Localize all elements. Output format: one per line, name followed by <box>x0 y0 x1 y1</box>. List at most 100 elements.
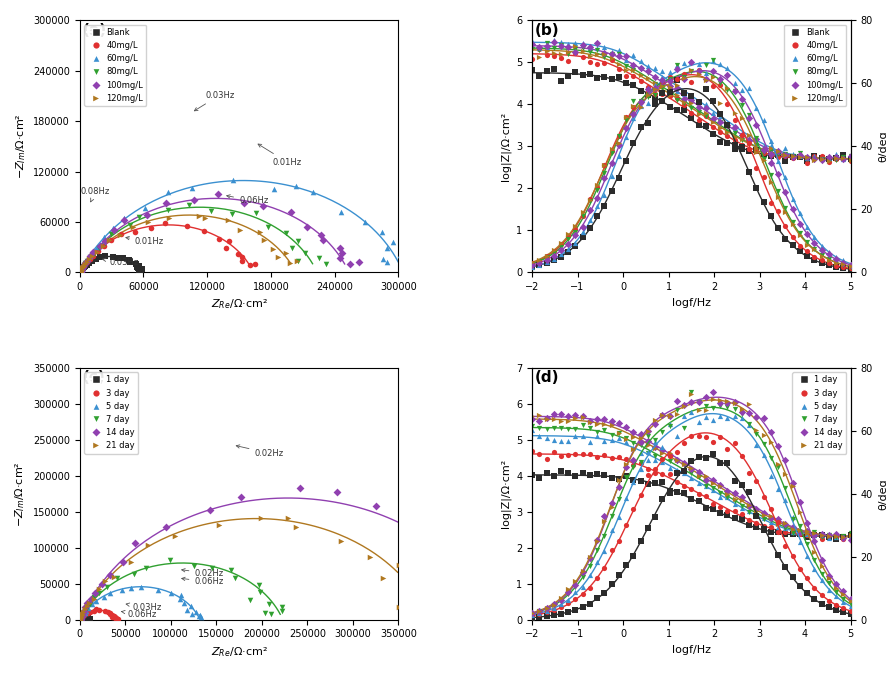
Point <box>713 492 727 503</box>
Point <box>80 601 94 612</box>
Point <box>778 526 792 537</box>
Text: (c): (c) <box>83 370 105 385</box>
Point <box>76 261 90 272</box>
Point <box>124 582 138 593</box>
Point <box>778 518 792 528</box>
Point <box>800 526 814 537</box>
Point <box>771 152 785 163</box>
Point <box>814 153 828 164</box>
Point <box>829 531 843 542</box>
Point <box>829 257 843 268</box>
Point <box>807 526 821 537</box>
Point <box>670 477 684 488</box>
Point <box>720 488 734 499</box>
Point <box>74 612 88 623</box>
Point <box>82 614 97 625</box>
Point <box>168 530 183 541</box>
Point <box>836 531 851 542</box>
Point <box>843 530 858 541</box>
Point <box>691 397 705 408</box>
Point <box>793 537 807 548</box>
Point <box>750 102 764 113</box>
Point <box>836 262 851 272</box>
Point <box>821 157 835 168</box>
Point <box>656 82 670 93</box>
Point <box>583 417 597 428</box>
Point <box>677 466 691 477</box>
Point <box>75 612 89 623</box>
Point <box>720 84 734 95</box>
Point <box>633 69 648 80</box>
Point <box>583 583 597 594</box>
Point <box>734 513 749 524</box>
Point <box>757 508 771 519</box>
Point <box>821 151 835 162</box>
Point <box>583 423 597 434</box>
Text: 0.06Hz: 0.06Hz <box>121 609 156 619</box>
Point <box>73 614 87 625</box>
Point <box>691 496 705 507</box>
Point <box>843 154 858 165</box>
Point <box>569 67 583 78</box>
Point <box>807 594 821 605</box>
Point <box>73 614 87 625</box>
Point <box>619 472 633 483</box>
Point <box>742 418 757 429</box>
Point <box>836 594 851 605</box>
Point <box>77 603 91 614</box>
Point <box>684 463 698 474</box>
Point <box>547 47 561 58</box>
Point <box>191 611 206 622</box>
Point <box>656 81 670 92</box>
Point <box>74 267 88 278</box>
Point <box>734 502 749 513</box>
Point <box>757 513 771 524</box>
Point <box>626 550 641 561</box>
Point <box>74 267 88 278</box>
Point <box>836 255 851 266</box>
Point <box>771 462 785 473</box>
Point <box>81 255 95 266</box>
Point <box>235 255 249 266</box>
Point <box>677 57 691 68</box>
Point <box>778 172 792 183</box>
Point <box>663 447 677 458</box>
Point <box>576 582 590 592</box>
Point <box>800 221 814 232</box>
Point <box>74 266 88 277</box>
Point <box>590 426 604 437</box>
Point <box>74 267 88 278</box>
Point <box>74 267 88 278</box>
Point <box>604 579 618 590</box>
Point <box>74 266 88 277</box>
Point <box>727 397 742 408</box>
Point <box>73 614 87 625</box>
Point <box>547 254 561 265</box>
Point <box>75 263 89 274</box>
Point <box>814 153 828 163</box>
Point <box>648 84 662 95</box>
Point <box>569 44 583 54</box>
Point <box>333 242 347 253</box>
Point <box>800 573 814 584</box>
Text: 0.01Hz: 0.01Hz <box>258 144 302 167</box>
Point <box>633 463 648 474</box>
Point <box>376 254 390 265</box>
Point <box>814 574 828 585</box>
Point <box>821 258 835 269</box>
Point <box>525 262 539 272</box>
Point <box>786 219 800 229</box>
Point <box>691 66 705 77</box>
Point <box>335 248 349 259</box>
Point <box>75 264 89 274</box>
Point <box>73 614 87 625</box>
Point <box>720 131 734 142</box>
Point <box>727 122 742 133</box>
Point <box>612 428 626 439</box>
Point <box>185 608 199 619</box>
Point <box>91 242 105 253</box>
Point <box>656 76 670 86</box>
Point <box>74 266 88 277</box>
Point <box>684 456 698 466</box>
Point <box>771 186 785 197</box>
